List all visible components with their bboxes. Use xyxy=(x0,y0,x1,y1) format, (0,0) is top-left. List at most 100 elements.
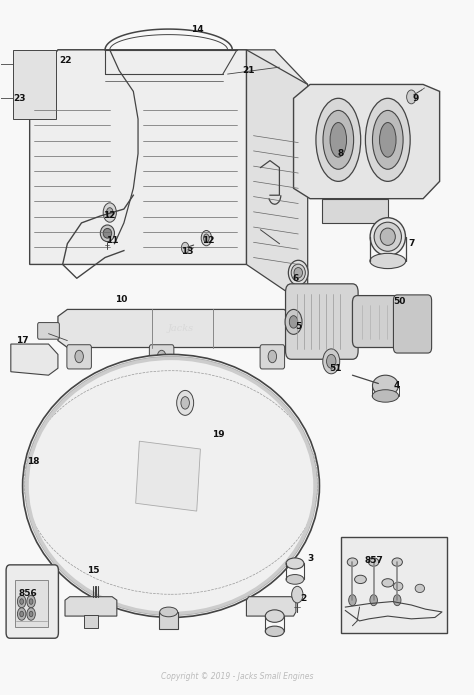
Text: 10: 10 xyxy=(115,295,128,304)
FancyBboxPatch shape xyxy=(393,295,432,353)
Circle shape xyxy=(289,316,298,328)
Ellipse shape xyxy=(365,98,410,181)
FancyBboxPatch shape xyxy=(37,322,59,339)
Text: 50: 50 xyxy=(393,297,406,306)
Circle shape xyxy=(292,587,303,603)
Circle shape xyxy=(407,90,416,104)
Text: 857: 857 xyxy=(364,555,383,564)
Text: 7: 7 xyxy=(408,239,415,248)
Ellipse shape xyxy=(330,122,346,157)
Ellipse shape xyxy=(265,626,284,637)
Text: 5: 5 xyxy=(295,322,301,332)
Ellipse shape xyxy=(370,218,405,256)
Circle shape xyxy=(75,350,83,363)
Ellipse shape xyxy=(288,261,308,285)
Circle shape xyxy=(29,611,33,616)
Text: 15: 15 xyxy=(87,566,100,575)
Text: Copyright © 2019 - Jacks Small Engines: Copyright © 2019 - Jacks Small Engines xyxy=(161,672,313,681)
Bar xyxy=(15,580,47,627)
FancyBboxPatch shape xyxy=(285,284,358,359)
Ellipse shape xyxy=(393,582,403,591)
Circle shape xyxy=(349,595,356,606)
Ellipse shape xyxy=(355,575,366,584)
Text: 22: 22 xyxy=(59,56,71,65)
Circle shape xyxy=(327,354,336,368)
Ellipse shape xyxy=(265,610,284,622)
Text: 18: 18 xyxy=(27,457,40,466)
Ellipse shape xyxy=(370,254,406,268)
Ellipse shape xyxy=(373,375,398,396)
Polygon shape xyxy=(58,309,293,348)
Polygon shape xyxy=(246,50,308,306)
Circle shape xyxy=(285,309,302,334)
Text: 11: 11 xyxy=(106,236,118,245)
Ellipse shape xyxy=(100,225,115,242)
Polygon shape xyxy=(13,50,55,119)
Ellipse shape xyxy=(323,111,354,170)
Ellipse shape xyxy=(286,575,304,584)
Bar xyxy=(341,537,447,632)
Circle shape xyxy=(29,599,33,605)
Ellipse shape xyxy=(373,111,403,170)
Ellipse shape xyxy=(382,579,394,587)
Text: 3: 3 xyxy=(307,554,313,563)
Circle shape xyxy=(20,611,24,616)
Circle shape xyxy=(107,208,113,218)
Text: 51: 51 xyxy=(330,363,342,373)
Ellipse shape xyxy=(286,558,304,569)
Text: 9: 9 xyxy=(413,94,419,103)
Text: 17: 17 xyxy=(16,336,29,345)
Text: 8: 8 xyxy=(337,149,344,158)
Circle shape xyxy=(182,243,189,254)
Circle shape xyxy=(370,595,377,606)
Polygon shape xyxy=(246,597,296,616)
Ellipse shape xyxy=(372,390,399,402)
Circle shape xyxy=(103,203,117,222)
Text: 856: 856 xyxy=(19,589,37,598)
Circle shape xyxy=(203,234,209,243)
Ellipse shape xyxy=(347,558,357,566)
FancyBboxPatch shape xyxy=(353,295,402,348)
Ellipse shape xyxy=(103,229,112,238)
Ellipse shape xyxy=(291,264,305,281)
Text: 2: 2 xyxy=(300,594,306,603)
Circle shape xyxy=(181,397,190,409)
Circle shape xyxy=(18,596,26,607)
Circle shape xyxy=(20,599,24,605)
Circle shape xyxy=(323,349,340,374)
Text: 12: 12 xyxy=(202,236,215,245)
Text: 21: 21 xyxy=(243,66,255,75)
Text: 13: 13 xyxy=(181,247,194,256)
Polygon shape xyxy=(293,85,439,199)
Circle shape xyxy=(268,350,277,363)
Text: 19: 19 xyxy=(212,430,225,439)
Bar xyxy=(84,615,98,628)
Text: 4: 4 xyxy=(394,381,401,390)
FancyBboxPatch shape xyxy=(67,345,91,369)
Circle shape xyxy=(27,607,36,620)
FancyBboxPatch shape xyxy=(149,345,174,369)
Text: 23: 23 xyxy=(13,94,26,103)
Polygon shape xyxy=(11,344,58,375)
Ellipse shape xyxy=(392,558,402,566)
Circle shape xyxy=(393,595,401,606)
Polygon shape xyxy=(30,50,246,264)
Polygon shape xyxy=(65,597,117,616)
Ellipse shape xyxy=(368,558,379,566)
FancyBboxPatch shape xyxy=(260,345,284,369)
Ellipse shape xyxy=(380,122,396,157)
Ellipse shape xyxy=(374,222,401,252)
Circle shape xyxy=(27,596,36,607)
Text: 12: 12 xyxy=(103,211,116,220)
Polygon shape xyxy=(322,199,388,223)
Text: 6: 6 xyxy=(293,274,299,283)
Circle shape xyxy=(177,391,194,416)
Polygon shape xyxy=(58,50,308,85)
Ellipse shape xyxy=(380,228,395,245)
Circle shape xyxy=(18,607,26,620)
Ellipse shape xyxy=(23,354,319,617)
Ellipse shape xyxy=(316,98,361,181)
Ellipse shape xyxy=(294,268,302,278)
Text: 14: 14 xyxy=(191,24,203,33)
Circle shape xyxy=(201,231,211,246)
